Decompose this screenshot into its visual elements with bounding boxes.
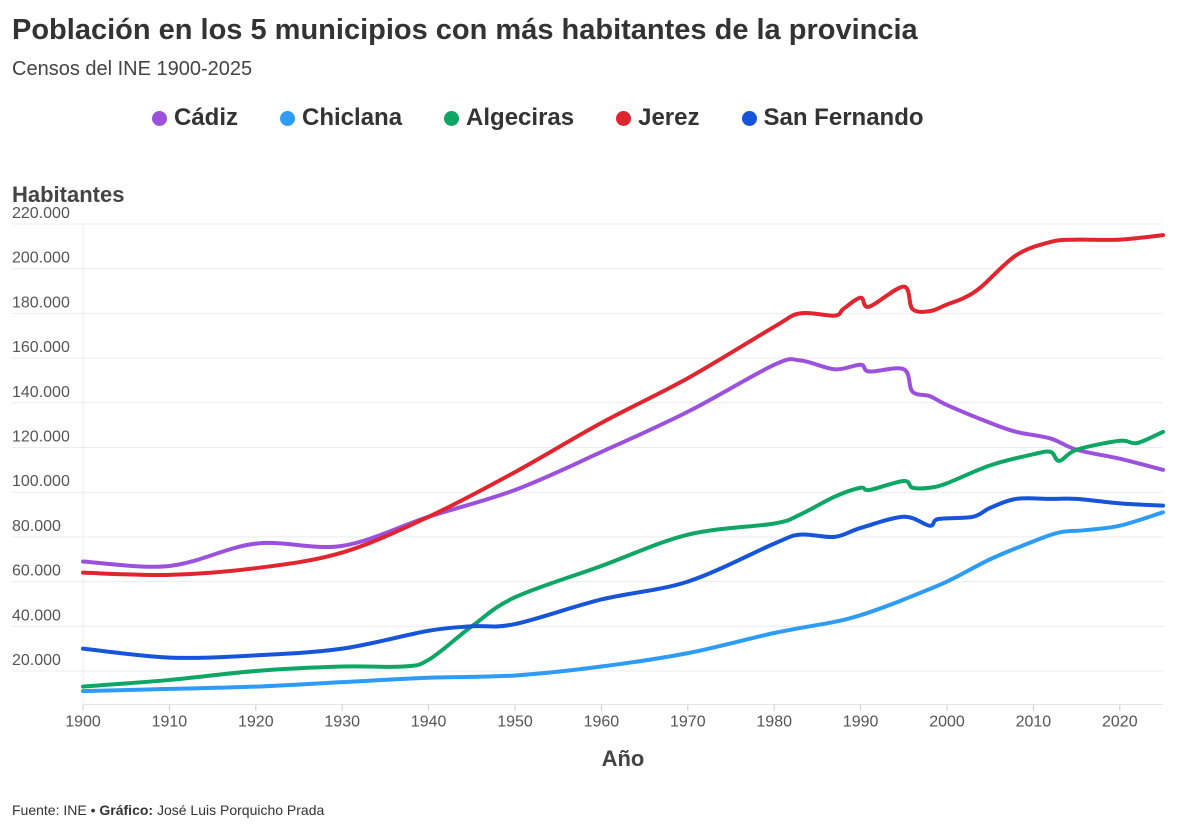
legend-dot-icon	[741, 110, 757, 126]
y-tick-label: 20.000	[12, 652, 61, 669]
y-tick-label: 200.000	[12, 250, 70, 267]
y-tick-label: 160.000	[12, 339, 70, 356]
x-tick-label: 1990	[843, 714, 879, 731]
x-tick-label: 1950	[497, 714, 533, 731]
x-tick-label: 1960	[584, 714, 620, 731]
y-tick-label: 60.000	[12, 563, 61, 580]
y-tick-label: 120.000	[12, 429, 70, 446]
legend-label: Cádiz	[174, 104, 239, 131]
footer: Fuente: INE • Gráfico: José Luis Porquic…	[12, 802, 324, 818]
x-tick-label: 1920	[238, 714, 274, 731]
legend-dot-icon	[444, 110, 460, 126]
x-tick-label: 2020	[1102, 714, 1138, 731]
legend-label: Algeciras	[466, 104, 575, 131]
x-tick-label: 1910	[152, 714, 188, 731]
x-tick-label: 1970	[670, 714, 706, 731]
y-tick-label: 100.000	[12, 473, 70, 490]
legend: Cádiz Chiclana Algeciras Jerez San Fernando	[152, 104, 966, 132]
legend-item[interactable]: Cádiz	[152, 104, 238, 132]
legend-item[interactable]: Jerez	[616, 104, 700, 132]
series-line-algeciras	[81, 429, 1165, 689]
legend-item[interactable]: Algeciras	[444, 104, 574, 132]
y-tick-label: 80.000	[12, 518, 61, 535]
legend-dot-icon	[152, 110, 167, 126]
series-line-jerez	[81, 233, 1165, 578]
series-line-chiclana	[81, 510, 1165, 694]
y-tick-label: 220.000	[12, 205, 70, 222]
x-tick-label: 1930	[324, 714, 360, 731]
legend-dot-icon	[280, 110, 296, 126]
x-tick-label: 1940	[411, 714, 447, 731]
x-tick-label: 1980	[756, 714, 792, 731]
source-label: Fuente: INE •	[12, 802, 100, 818]
legend-item[interactable]: Chiclana	[280, 104, 402, 132]
series-line-san-fernando	[81, 496, 1165, 660]
chart-subtitle: Censos del INE 1900-2025	[12, 58, 253, 80]
y-tick-label: 180.000	[12, 294, 70, 311]
y-axis-label: Habitantes	[12, 182, 125, 207]
legend-dot-icon	[616, 110, 632, 126]
legend-item[interactable]: San Fernando	[741, 104, 924, 132]
y-tick-label: 40.000	[12, 607, 61, 624]
x-tick-label: 2010	[1016, 714, 1052, 731]
x-tick-label: 1900	[65, 714, 101, 731]
y-tick-label: 140.000	[12, 384, 70, 401]
legend-label: San Fernando	[763, 104, 924, 131]
x-tick-label: 2000	[929, 714, 965, 731]
legend-label: Jerez	[638, 104, 700, 131]
credit-label: Gráfico:	[99, 802, 154, 818]
legend-label: Chiclana	[302, 104, 403, 131]
x-axis-label: Año	[601, 746, 645, 771]
series-line-cadiz	[81, 357, 1165, 569]
credit-name: José Luis Porquicho Prada	[153, 802, 325, 818]
chart-title: Población en los 5 municipios con más ha…	[12, 14, 918, 46]
